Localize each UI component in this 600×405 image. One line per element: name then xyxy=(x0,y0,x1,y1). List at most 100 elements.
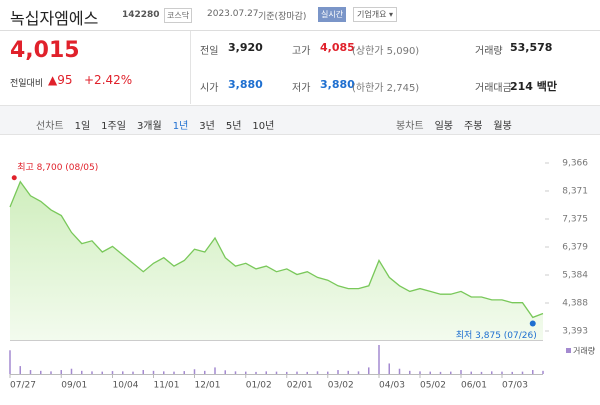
volume-bar xyxy=(337,370,339,374)
change-label: 전일대비 xyxy=(10,79,44,89)
period-tab[interactable]: 3개월 xyxy=(136,121,162,132)
stat-value: 214 백만 xyxy=(510,80,558,93)
stat-value: 4,085 xyxy=(320,41,355,54)
stat-value: 53,578 xyxy=(510,41,553,54)
volume-bar xyxy=(60,370,62,374)
volume-bar xyxy=(378,345,380,374)
basis: 기준(장마감) xyxy=(258,12,307,22)
x-tick-label: 11/01 xyxy=(154,381,180,391)
x-tick-label: 10/04 xyxy=(113,381,139,391)
realtime-button[interactable]: 실시간 xyxy=(318,7,347,22)
volume-bar xyxy=(40,370,42,374)
volume-bar xyxy=(480,371,483,374)
stat-label: 거래량 xyxy=(475,46,503,57)
y-tick-label: 4,388 xyxy=(562,299,588,309)
period-tab[interactable]: 5년 xyxy=(225,121,242,132)
volume-bar xyxy=(224,370,226,374)
x-tick-label: 12/01 xyxy=(195,381,221,391)
stock-code: 142280 xyxy=(122,10,160,20)
volume-bar xyxy=(275,371,278,374)
x-tick-label: 02/01 xyxy=(287,381,313,391)
candle-tab[interactable]: 일봉 xyxy=(434,121,454,132)
volume-legend: 거래량 xyxy=(573,346,596,356)
y-tick-label: 6,379 xyxy=(562,243,588,253)
volume-bar xyxy=(347,370,349,374)
y-tick-label: 8,371 xyxy=(562,186,588,196)
y-tick-label: 9,366 xyxy=(562,158,588,168)
volume-bar xyxy=(245,371,247,374)
y-tick-label: 3,393 xyxy=(562,326,588,336)
stat-label: 고가 xyxy=(292,46,311,57)
volume-bar xyxy=(327,371,329,374)
stat-note: (상한가 5,090) xyxy=(352,46,420,57)
price: 4,015 xyxy=(10,38,80,63)
volume-bar xyxy=(132,371,134,374)
volume-bar xyxy=(214,367,216,374)
period-tab[interactable]: 1주일 xyxy=(101,121,126,132)
volume-bar xyxy=(234,371,237,374)
stat-label: 저가 xyxy=(292,83,311,94)
volume-bar xyxy=(439,371,442,374)
volume-bar xyxy=(306,371,308,374)
volume-bar xyxy=(316,371,319,374)
volume-bar xyxy=(460,370,462,374)
period-tab[interactable]: 3년 xyxy=(199,121,215,132)
volume-bar xyxy=(9,350,11,374)
company-button[interactable]: 기업개요 ▾ xyxy=(353,7,397,22)
volume-bar xyxy=(532,370,534,374)
volume-bar xyxy=(388,363,390,374)
period-tab[interactable]: 1년 xyxy=(172,121,189,132)
period-tab[interactable]: 10년 xyxy=(252,121,275,132)
volume-bar xyxy=(111,371,114,374)
x-tick-label: 09/01 xyxy=(61,381,87,391)
stat-label: 거래대금 xyxy=(475,83,512,94)
x-tick-label: 05/02 xyxy=(420,381,446,391)
x-tick-label: 03/02 xyxy=(328,381,354,391)
area xyxy=(10,181,543,340)
volume-bar xyxy=(81,370,83,374)
volume-bar xyxy=(450,371,452,374)
volume-bar xyxy=(511,371,513,374)
stat-label: 전일 xyxy=(200,46,219,57)
volume-bar xyxy=(398,368,401,374)
volume-bar xyxy=(101,371,103,374)
volume-bar xyxy=(173,371,175,374)
volume-bar xyxy=(142,370,144,374)
divider xyxy=(0,30,600,31)
high-marker xyxy=(11,175,17,181)
volume-bar xyxy=(542,370,544,374)
stat-value: 3,880 xyxy=(228,78,263,91)
volume-bar xyxy=(521,371,524,374)
stat-value: 3,920 xyxy=(228,41,263,54)
change: ▲95 xyxy=(48,73,73,87)
candle-tab[interactable]: 주봉 xyxy=(464,121,483,132)
divider xyxy=(190,31,191,104)
candle-tab[interactable]: 월봉 xyxy=(493,121,512,132)
x-tick-label: 06/01 xyxy=(461,381,487,391)
volume-bar xyxy=(70,368,73,374)
volume-bar xyxy=(286,371,288,374)
high-label: 최고 8,700 (08/05) xyxy=(17,162,98,173)
volume-bar xyxy=(491,371,493,374)
volume-bar xyxy=(419,371,421,374)
legend-swatch xyxy=(566,348,571,353)
volume-bar xyxy=(152,370,155,374)
y-tick-label: 5,384 xyxy=(562,270,588,280)
y-tick-label: 7,375 xyxy=(562,214,588,224)
candle-tabs: 봉차트 일봉 주봉 월봉 xyxy=(396,114,523,133)
tab-bar: 선차트 1일 1주일 3개월 1년 3년 5년 10년 봉차트 일봉 주봉 월봉 xyxy=(0,105,600,135)
market-badge: 코스닥 xyxy=(164,8,193,23)
period-tab[interactable]: 1일 xyxy=(74,121,91,132)
volume-bar xyxy=(470,371,472,374)
volume-bar xyxy=(501,371,503,374)
volume-bar xyxy=(265,371,267,374)
volume-bar xyxy=(255,371,257,374)
volume-bar xyxy=(122,371,124,374)
volume-bar xyxy=(29,370,32,374)
volume-bar xyxy=(296,371,298,374)
x-tick-label: 07/27 xyxy=(10,381,36,391)
stat-value: 3,880 xyxy=(320,78,355,91)
x-tick-label: 04/03 xyxy=(379,381,405,391)
